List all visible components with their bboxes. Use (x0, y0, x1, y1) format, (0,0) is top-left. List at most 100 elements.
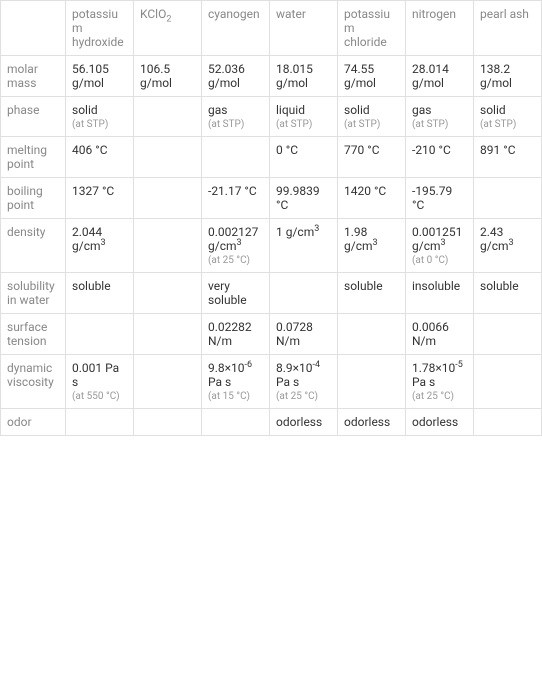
cell-value: 106.5 g/mol (140, 62, 172, 90)
row-label: dynamic viscosity (1, 355, 66, 409)
cell-value: gas (412, 103, 431, 117)
table-cell: 9.8×10-6 Pa s (at 15 °C) (202, 355, 270, 409)
table-cell: 0.0066 N/m (406, 314, 474, 355)
table-cell: odorless (270, 409, 338, 436)
table-cell: 0.001 Pa s(at 550 °C) (66, 355, 134, 409)
table-cell: 2.43 g/cm3 (474, 219, 542, 273)
cell-value: odorless (276, 415, 322, 429)
cell-value: 99.9839 °C (276, 184, 320, 212)
table-cell: -195.79 °C (406, 178, 474, 219)
col-potassium-chloride: potassium chloride (338, 1, 406, 56)
cell-note: (at 25 °C) (208, 255, 263, 266)
cell-value: 28.014 g/mol (412, 62, 449, 90)
table-cell: odorless (338, 409, 406, 436)
table-row: boiling point1327 °C-21.17 °C99.9839 °C1… (1, 178, 542, 219)
table-cell (66, 314, 134, 355)
table-cell (202, 409, 270, 436)
cell-value: -210 °C (412, 143, 451, 157)
table-cell (66, 409, 134, 436)
table-cell: liquid(at STP) (270, 97, 338, 137)
row-label: odor (1, 409, 66, 436)
table-cell: 1 g/cm3 (270, 219, 338, 273)
cell-note: (at STP) (344, 119, 399, 130)
table-row: surface tension0.02282 N/m0.0728 N/m0.00… (1, 314, 542, 355)
cell-note: (at STP) (276, 119, 331, 130)
col-kclo2: KClO2 (134, 1, 202, 56)
cell-value: -195.79 °C (412, 184, 452, 212)
table-cell (134, 97, 202, 137)
col-pearl-ash: pearl ash (474, 1, 542, 56)
cell-value: 2.43 g/cm3 (480, 225, 514, 253)
cell-value: gas (208, 103, 227, 117)
table-cell (134, 178, 202, 219)
cell-value: 1 g/cm3 (276, 225, 319, 239)
cell-value: insoluble (412, 279, 460, 293)
properties-table: potassium hydroxide KClO2 cyanogen water… (0, 0, 542, 436)
table-row: phasesolid(at STP)gas(at STP)liquid(at S… (1, 97, 542, 137)
header-row: potassium hydroxide KClO2 cyanogen water… (1, 1, 542, 56)
table-cell: soluble (338, 273, 406, 314)
cell-value: 0.001251 g/cm3 (412, 225, 462, 253)
row-label: molar mass (1, 56, 66, 97)
table-cell (474, 355, 542, 409)
cell-value: 56.105 g/mol (72, 62, 109, 90)
table-cell: solid(at STP) (66, 97, 134, 137)
cell-value: odorless (412, 415, 458, 429)
cell-note: (at STP) (208, 119, 263, 130)
cell-value: soluble (480, 279, 519, 293)
cell-value: 770 °C (344, 143, 380, 157)
table-cell: soluble (66, 273, 134, 314)
table-cell: odorless (406, 409, 474, 436)
table-cell: 0.02282 N/m (202, 314, 270, 355)
table-cell (202, 137, 270, 178)
col-water: water (270, 1, 338, 56)
table-row: odor odorless odorless odorless (1, 409, 542, 436)
table-cell: 52.036 g/mol (202, 56, 270, 97)
table-cell: gas(at STP) (406, 97, 474, 137)
table-cell: 74.55 g/mol (338, 56, 406, 97)
cell-note: (at 25 °C) (276, 391, 331, 402)
table-cell: 406 °C (66, 137, 134, 178)
cell-value: solid (72, 103, 98, 117)
table-cell: 18.015 g/mol (270, 56, 338, 97)
table-cell: -21.17 °C (202, 178, 270, 219)
table-cell (134, 355, 202, 409)
cell-note: (at 0 °C) (412, 255, 467, 266)
table-cell: 56.105 g/mol (66, 56, 134, 97)
table-cell (338, 314, 406, 355)
cell-value: soluble (344, 279, 383, 293)
table-cell: 1.78×10-5 Pa s(at 25 °C) (406, 355, 474, 409)
table-cell (134, 314, 202, 355)
row-label: phase (1, 97, 66, 137)
cell-value: 1327 °C (72, 184, 114, 198)
cell-value: solid (344, 103, 370, 117)
cell-value: 0.02282 N/m (208, 320, 252, 348)
cell-value: 74.55 g/mol (344, 62, 376, 90)
table-row: solubility in watersolublevery solubleso… (1, 273, 542, 314)
table-cell (134, 137, 202, 178)
table-cell (134, 219, 202, 273)
table-cell: soluble (474, 273, 542, 314)
cell-note: (at 15 °C) (208, 391, 263, 402)
cell-value: 52.036 g/mol (208, 62, 245, 90)
table-cell: 891 °C (474, 137, 542, 178)
cell-note: (at 25 °C) (412, 391, 467, 402)
table-cell: 8.9×10-4 Pa s(at 25 °C) (270, 355, 338, 409)
table-cell: insoluble (406, 273, 474, 314)
table-cell: solid (at STP) (338, 97, 406, 137)
table-cell (474, 409, 542, 436)
table-cell: 2.044 g/cm3 (66, 219, 134, 273)
cell-value: 9.8×10-6 Pa s (208, 361, 252, 389)
table-cell (474, 314, 542, 355)
table-cell: 99.9839 °C (270, 178, 338, 219)
cell-value: odorless (344, 415, 390, 429)
cell-value: 18.015 g/mol (276, 62, 313, 90)
table-cell: gas (at STP) (202, 97, 270, 137)
table-row: density2.044 g/cm30.002127 g/cm3(at 25 °… (1, 219, 542, 273)
cell-value: 1.98 g/cm3 (344, 225, 378, 253)
cell-value: 0.0066 N/m (412, 320, 449, 348)
cell-note: (at STP) (480, 119, 535, 130)
table-cell: 0 °C (270, 137, 338, 178)
table-cell: 1420 °C (338, 178, 406, 219)
table-cell (134, 409, 202, 436)
